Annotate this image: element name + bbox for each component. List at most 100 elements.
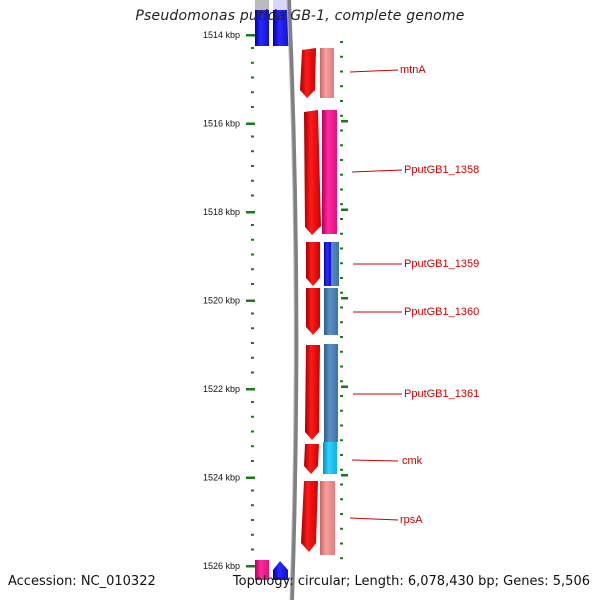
minor-tick-right — [340, 262, 343, 265]
minor-tick-right — [340, 336, 343, 338]
minor-tick-right — [340, 424, 343, 427]
minor-tick-right — [340, 365, 343, 368]
gene-bar-rpsA — [320, 481, 335, 555]
minor-tick-right — [340, 291, 343, 294]
major-tick — [246, 388, 255, 391]
gene-label-PputGB1_1358: PputGB1_1358 — [404, 164, 479, 176]
ruler-label: 1518 kbp — [203, 207, 240, 217]
major-tick — [246, 299, 255, 302]
minor-tick — [251, 327, 254, 330]
minor-tick — [251, 533, 254, 536]
gene-label-mtnA: mtnA — [400, 64, 426, 76]
gene-bar-cmk — [323, 442, 337, 474]
minor-tick — [251, 268, 254, 271]
ruler-ticks — [246, 34, 348, 568]
minor-tick — [251, 371, 254, 374]
minor-tick — [251, 106, 254, 108]
minor-tick-right — [340, 468, 343, 471]
minor-tick-right — [340, 527, 343, 530]
gene-label-PputGB1_1359: PputGB1_1359 — [404, 258, 479, 270]
ruler-label: 1514 kbp — [203, 30, 240, 40]
minor-tick-right — [340, 542, 343, 545]
gene-arrow-2 — [304, 110, 321, 235]
minor-tick-right — [340, 513, 343, 515]
major-tick — [246, 122, 255, 125]
minor-tick-right — [340, 41, 343, 43]
gene-label-cmk: cmk — [402, 455, 423, 467]
minor-tick-right — [340, 350, 343, 353]
accession-text: Accession: NC_010322 — [8, 574, 156, 589]
minor-tick — [251, 179, 254, 182]
gene-arrow-6 — [304, 444, 319, 474]
minor-tick-right — [340, 247, 343, 250]
major-tick-right — [341, 474, 348, 477]
minor-tick — [251, 430, 254, 433]
minor-tick — [251, 253, 254, 256]
gene-arrow-3 — [306, 242, 320, 286]
major-tick-right — [341, 208, 348, 211]
minor-tick-right — [340, 188, 343, 191]
gene-arrow-4 — [306, 288, 320, 335]
minor-tick — [251, 548, 254, 551]
minor-tick-right — [340, 380, 343, 383]
gene-arrow-7 — [301, 481, 318, 552]
minor-tick-right — [340, 439, 343, 442]
ruler-label: 1516 kbp — [203, 119, 240, 129]
gene-bar-mtnA — [320, 48, 334, 98]
ruler-label: 1524 kbp — [203, 473, 240, 483]
map-title: Pseudomonas putida GB-1, complete genome — [135, 8, 465, 24]
minor-tick — [251, 61, 254, 64]
minor-tick-right — [340, 321, 343, 324]
minor-tick-right — [340, 498, 343, 501]
minor-tick — [251, 519, 254, 521]
minor-tick-right — [340, 557, 343, 560]
ruler-label: 1526 kbp — [203, 561, 240, 571]
minor-tick — [251, 342, 254, 344]
gene-labels: mtnA PputGB1_1358 PputGB1_1359 PputGB1_1… — [400, 64, 479, 526]
minor-tick — [251, 135, 254, 138]
gene-bar-PputGB1_1358 — [322, 110, 337, 234]
major-tick — [246, 565, 255, 568]
minor-tick — [251, 238, 254, 241]
minor-tick — [251, 194, 254, 197]
minor-tick — [251, 312, 254, 315]
gene-label-PputGB1_1360: PputGB1_1360 — [404, 306, 479, 318]
minor-tick-right — [340, 100, 343, 102]
minor-tick-right — [340, 70, 343, 73]
major-tick — [246, 34, 255, 37]
minor-tick — [251, 91, 254, 94]
gene-label-lines — [349, 69, 403, 521]
minor-tick-right — [340, 218, 343, 220]
gene-color-track — [320, 48, 339, 555]
minor-tick — [251, 489, 254, 492]
minor-tick-right — [340, 454, 343, 456]
major-tick-right — [341, 385, 348, 388]
gene-arrow-1 — [300, 48, 316, 98]
ruler-label: 1520 kbp — [203, 296, 240, 306]
minor-tick-right — [340, 277, 343, 279]
minor-tick — [251, 504, 254, 507]
minor-tick — [251, 47, 254, 49]
gene-label-PputGB1_1361: PputGB1_1361 — [404, 388, 479, 400]
minor-tick-right — [340, 203, 343, 206]
minor-tick — [251, 165, 254, 167]
minor-tick — [251, 150, 254, 153]
minor-tick — [251, 401, 254, 403]
minor-tick-right — [340, 409, 343, 412]
major-tick — [246, 211, 255, 214]
forward-strand-genes — [300, 48, 321, 552]
genome-summary-text: Topology: circular; Length: 6,078,430 bp… — [232, 574, 590, 589]
minor-tick — [251, 283, 254, 285]
gene-bar-PputGB1_1361 — [324, 344, 338, 442]
minor-tick-right — [340, 114, 343, 117]
minor-tick-right — [340, 144, 343, 147]
gene-arrow-5 — [305, 345, 320, 440]
major-tick — [246, 476, 255, 479]
gene-label-rpsA: rpsA — [400, 514, 423, 526]
genome-backbone — [287, 0, 299, 600]
minor-tick-right — [340, 55, 343, 58]
minor-tick-right — [340, 232, 343, 235]
minor-tick — [251, 460, 254, 462]
minor-tick-right — [340, 159, 343, 161]
